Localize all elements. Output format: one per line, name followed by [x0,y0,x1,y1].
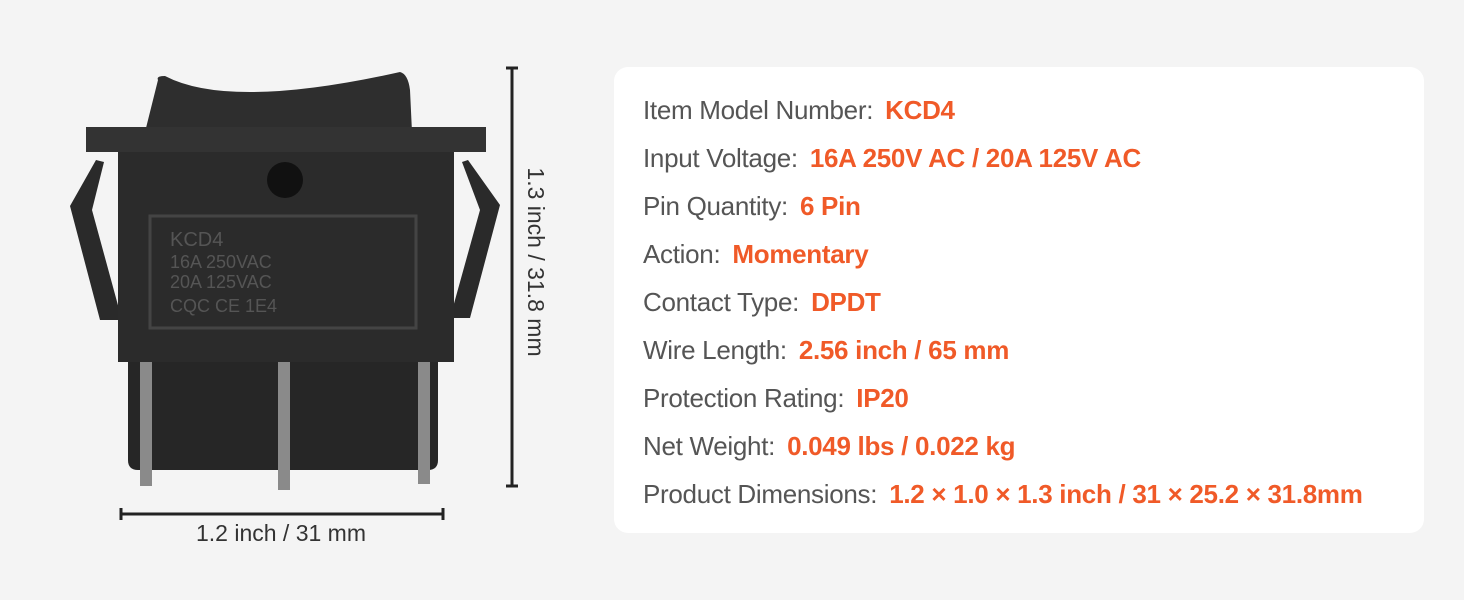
spec-value: IP20 [856,383,909,413]
marking-rating2: 20A 125VAC [170,272,272,292]
pin [278,362,290,490]
right-clip [450,160,500,318]
spec-row-contact: Contact Type: DPDT [643,287,881,317]
pin [418,362,430,484]
specs-card: Item Model Number: KCD4 Input Voltage: 16A… [614,67,1424,533]
spec-label: Item Model Number: [643,95,874,125]
spec-value: 0.049 lbs / 0.022 kg [787,431,1016,461]
spec-row-action: Action: Momentary [643,239,869,269]
rocker-actuator [145,72,412,132]
pin [140,362,152,486]
left-clip [70,160,122,320]
width-dimension-line [119,508,445,520]
marking-model: KCD4 [170,229,223,251]
spec-label: Action: [643,239,721,269]
spec-label: Protection Rating: [643,383,845,413]
spec-row-voltage: Input Voltage: 16A 250V AC / 20A 125V AC [643,143,1141,173]
indicator-hole [267,162,303,198]
marking-certs: CQC CE 1E4 [170,296,277,316]
spec-label: Input Voltage: [643,143,798,173]
spec-value: Momentary [732,239,869,269]
spec-row-dimensions: Product Dimensions: 1.2 × 1.0 × 1.3 inch … [643,479,1363,509]
spec-value: 6 Pin [799,191,861,221]
label-plate [148,214,418,330]
spec-value: 16A 250V AC / 20A 125V AC [809,143,1141,173]
spec-row-pins: Pin Quantity: 6 Pin [643,191,861,221]
height-dimension-line [506,66,518,488]
spec-row-protection: Protection Rating: IP20 [643,383,909,413]
switch-flange [86,127,486,152]
spec-row-weight: Net Weight: 0.049 lbs / 0.022 kg [643,431,1016,461]
spec-value: 1.2 × 1.0 × 1.3 inch / 31 × 25.2 × 31.8m… [889,479,1363,509]
spec-label: Product Dimensions: [643,479,878,509]
marking-rating1: 16A 250VAC [170,252,272,272]
spec-label: Contact Type: [643,287,800,317]
spec-row-wire: Wire Length: 2.56 inch / 65 mm [643,335,1009,365]
rocker-switch-image: KCD4 16A 250VAC 20A 125VAC CQC CE 1E4 1.… [70,66,549,546]
height-dimension-label: 1.3 inch / 31.8 mm [523,167,549,356]
width-dimension-label: 1.2 inch / 31 mm [196,520,366,546]
spec-value: DPDT [811,287,881,317]
spec-label: Net Weight: [643,431,776,461]
spec-label: Wire Length: [643,335,787,365]
spec-row-model: Item Model Number: KCD4 [643,95,955,125]
spec-value: 2.56 inch / 65 mm [798,335,1010,365]
spec-label: Pin Quantity: [643,191,788,221]
spec-value: KCD4 [885,95,955,125]
